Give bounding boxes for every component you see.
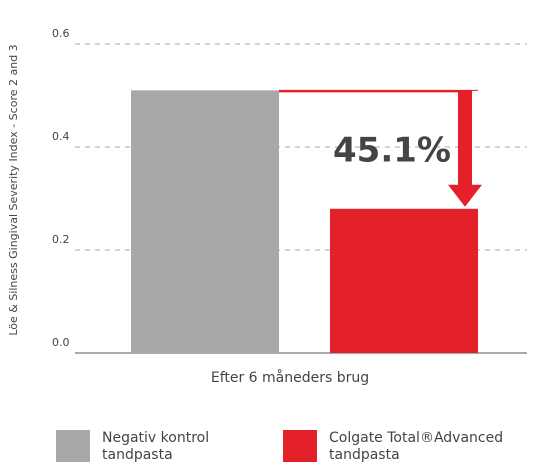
bar bbox=[131, 90, 279, 353]
arrow-shaft bbox=[458, 90, 472, 187]
annotation: 45.1% bbox=[333, 131, 451, 171]
y-tick-label: 0.4 bbox=[52, 130, 70, 143]
y-tick-label: 0.6 bbox=[52, 27, 70, 40]
y-tick-label: 0.0 bbox=[52, 336, 70, 349]
chart: Löe & Silness Gingival Severity Index - … bbox=[7, 27, 527, 386]
legend-label: Negativ kontrol tandpasta bbox=[102, 430, 210, 463]
arrow-head bbox=[448, 184, 482, 207]
x-tick-label: Efter 6 måneders brug bbox=[211, 369, 369, 386]
legend-swatch bbox=[283, 430, 317, 462]
y-axis-label: Löe & Silness Gingival Severity Index - … bbox=[7, 44, 20, 335]
bar bbox=[330, 208, 478, 353]
legend-swatch bbox=[56, 430, 90, 462]
y-tick-label: 0.2 bbox=[52, 233, 70, 246]
legend-label: Colgate Total®Advanced tandpasta bbox=[329, 430, 504, 463]
